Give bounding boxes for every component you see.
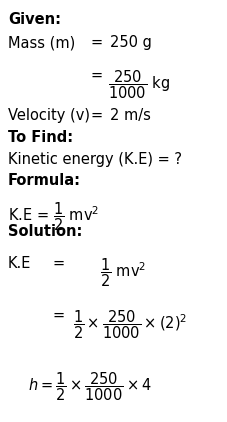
Text: =: =: [52, 256, 64, 271]
Text: 2 m/s: 2 m/s: [109, 108, 150, 123]
Text: Kinetic energy (K.E) = ?: Kinetic energy (K.E) = ?: [8, 152, 181, 167]
Text: Solution:: Solution:: [8, 224, 82, 239]
Text: To Find:: To Find:: [8, 130, 73, 145]
Text: $h = \dfrac{1}{2} \times \dfrac{250}{1000} \times 4$: $h = \dfrac{1}{2} \times \dfrac{250}{100…: [28, 370, 151, 403]
Text: Mass (m): Mass (m): [8, 35, 75, 50]
Text: Given:: Given:: [8, 12, 61, 27]
Text: =: =: [90, 35, 102, 50]
Text: 250 g: 250 g: [109, 35, 151, 50]
Text: K.E: K.E: [8, 256, 31, 271]
Text: K.E = $\dfrac{1}{2}$ mv$^{2}$: K.E = $\dfrac{1}{2}$ mv$^{2}$: [8, 200, 99, 233]
Text: $\dfrac{1}{2} \times \dfrac{250}{1000} \times (2)^{2}$: $\dfrac{1}{2} \times \dfrac{250}{1000} \…: [73, 308, 187, 341]
Text: $\dfrac{250}{1000}$ kg: $\dfrac{250}{1000}$ kg: [108, 68, 169, 100]
Text: Velocity (v): Velocity (v): [8, 108, 90, 123]
Text: =: =: [52, 308, 64, 323]
Text: =: =: [90, 68, 102, 83]
Text: Formula:: Formula:: [8, 173, 81, 188]
Text: =: =: [90, 108, 102, 123]
Text: $\dfrac{1}{2}$ mv$^{2}$: $\dfrac{1}{2}$ mv$^{2}$: [100, 256, 146, 289]
